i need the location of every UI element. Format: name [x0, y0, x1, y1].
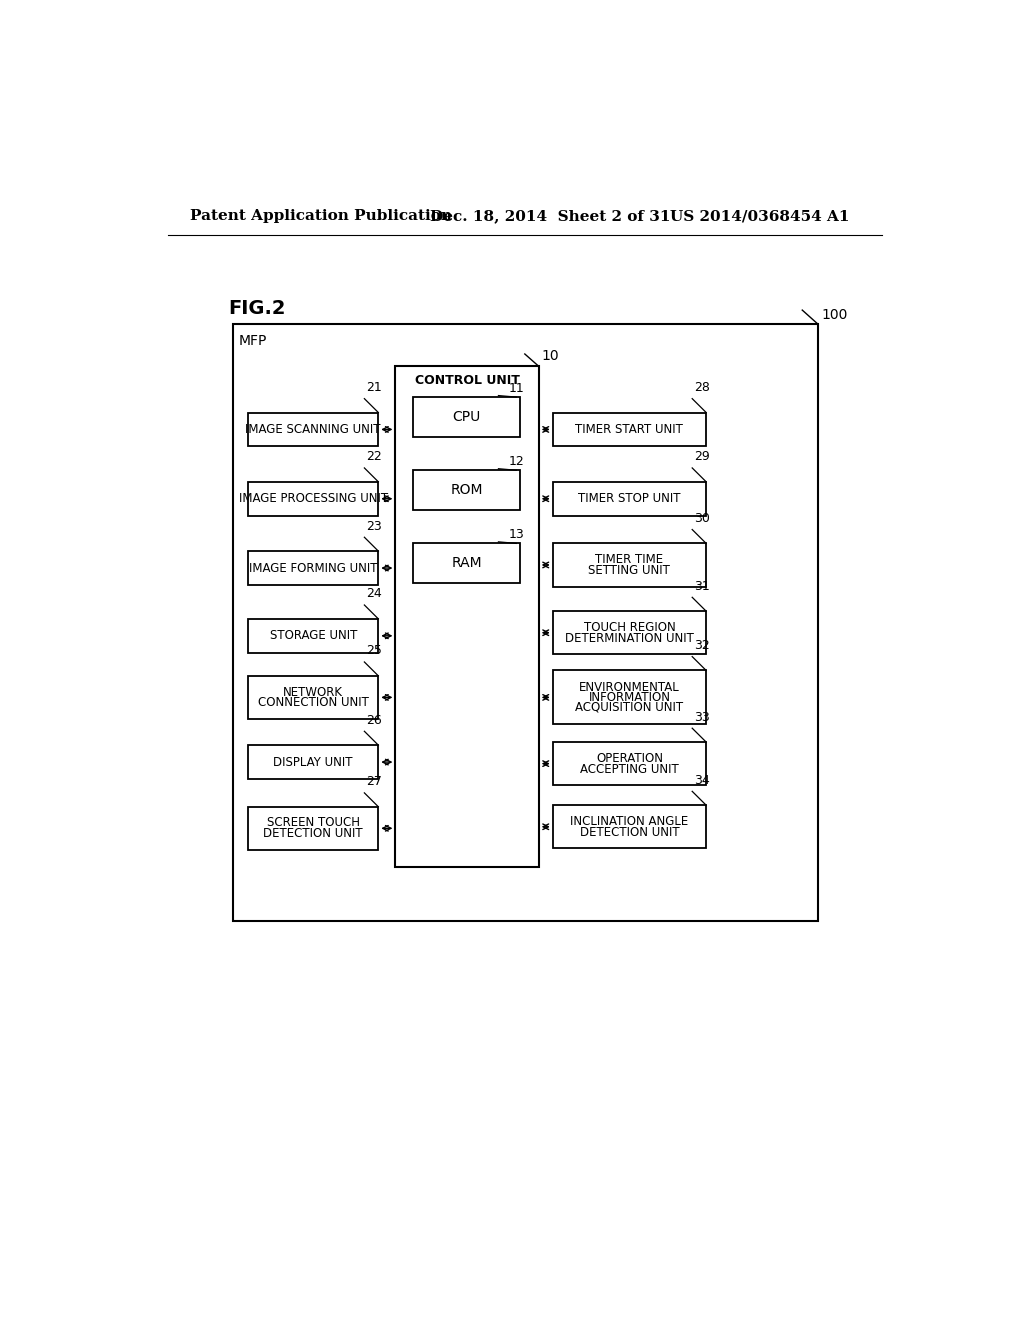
Text: CPU: CPU — [453, 411, 481, 424]
Text: 31: 31 — [693, 579, 710, 593]
Bar — [414, 470, 520, 511]
Bar — [248, 413, 378, 446]
Text: 27: 27 — [366, 775, 382, 788]
Text: IMAGE FORMING UNIT: IMAGE FORMING UNIT — [249, 561, 378, 574]
Text: 28: 28 — [693, 381, 710, 395]
Bar — [248, 807, 378, 850]
Text: ROM: ROM — [451, 483, 483, 498]
Text: FIG.2: FIG.2 — [228, 300, 287, 318]
Text: MFP: MFP — [239, 334, 267, 348]
Bar — [248, 482, 378, 516]
Text: IMAGE SCANNING UNIT: IMAGE SCANNING UNIT — [246, 422, 381, 436]
Bar — [553, 544, 707, 586]
Text: 24: 24 — [366, 587, 382, 601]
Text: DISPLAY UNIT: DISPLAY UNIT — [273, 755, 353, 768]
Text: IMAGE PROCESSING UNIT: IMAGE PROCESSING UNIT — [239, 492, 388, 506]
Text: ENVIRONMENTAL: ENVIRONMENTAL — [579, 681, 680, 694]
Text: 11: 11 — [509, 381, 524, 395]
Text: DETECTION UNIT: DETECTION UNIT — [263, 828, 364, 841]
Text: 26: 26 — [366, 714, 382, 726]
Text: 13: 13 — [509, 528, 524, 541]
Text: 12: 12 — [509, 455, 524, 469]
Text: Dec. 18, 2014  Sheet 2 of 31: Dec. 18, 2014 Sheet 2 of 31 — [430, 209, 671, 223]
Text: SCREEN TOUCH: SCREEN TOUCH — [266, 816, 359, 829]
Text: OPERATION: OPERATION — [596, 751, 663, 764]
Text: NETWORK: NETWORK — [284, 685, 343, 698]
Text: SETTING UNIT: SETTING UNIT — [589, 564, 671, 577]
Text: TIMER TIME: TIMER TIME — [595, 553, 664, 566]
Text: 22: 22 — [366, 450, 382, 463]
Text: 21: 21 — [366, 381, 382, 395]
Text: TOUCH REGION: TOUCH REGION — [584, 620, 675, 634]
Text: 25: 25 — [366, 644, 382, 657]
Text: TIMER START UNIT: TIMER START UNIT — [575, 422, 683, 436]
Bar — [248, 744, 378, 779]
Bar — [232, 323, 818, 921]
Text: RAM: RAM — [452, 557, 482, 570]
Text: TIMER STOP UNIT: TIMER STOP UNIT — [579, 492, 681, 506]
Text: 29: 29 — [693, 450, 710, 463]
Text: 30: 30 — [693, 512, 710, 525]
Text: 10: 10 — [541, 348, 559, 363]
Bar — [414, 397, 520, 437]
Bar — [553, 671, 707, 725]
Text: Patent Application Publication: Patent Application Publication — [190, 209, 452, 223]
Text: 33: 33 — [693, 710, 710, 723]
Text: ACCEPTING UNIT: ACCEPTING UNIT — [580, 763, 679, 776]
Bar — [414, 544, 520, 583]
Bar — [553, 742, 707, 785]
Text: 32: 32 — [693, 639, 710, 652]
Text: DETECTION UNIT: DETECTION UNIT — [580, 825, 679, 838]
Text: ACQUISITION UNIT: ACQUISITION UNIT — [575, 701, 683, 714]
Text: US 2014/0368454 A1: US 2014/0368454 A1 — [671, 209, 850, 223]
Text: DETERMINATION UNIT: DETERMINATION UNIT — [565, 631, 694, 644]
Bar — [248, 552, 378, 585]
Text: INFORMATION: INFORMATION — [589, 690, 671, 704]
Text: 23: 23 — [366, 520, 382, 533]
Bar — [553, 413, 707, 446]
Text: STORAGE UNIT: STORAGE UNIT — [269, 630, 357, 643]
Bar — [553, 482, 707, 516]
Text: CONNECTION UNIT: CONNECTION UNIT — [258, 696, 369, 709]
Bar — [248, 619, 378, 653]
Bar — [553, 805, 707, 849]
Bar — [248, 676, 378, 719]
Text: 34: 34 — [693, 774, 710, 787]
Bar — [395, 367, 539, 867]
Text: CONTROL UNIT: CONTROL UNIT — [415, 374, 519, 387]
Text: INCLINATION ANGLE: INCLINATION ANGLE — [570, 814, 688, 828]
Text: 100: 100 — [821, 308, 848, 322]
Bar — [553, 611, 707, 655]
